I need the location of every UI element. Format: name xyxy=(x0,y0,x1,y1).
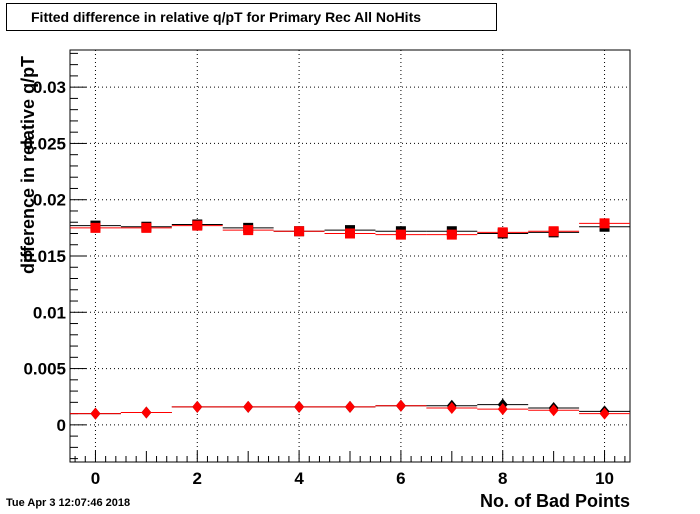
data-point xyxy=(345,400,355,413)
series-group xyxy=(70,218,630,420)
x-tick-label: 10 xyxy=(595,469,614,488)
data-point xyxy=(141,406,152,419)
y-tick-label: 0.03 xyxy=(33,78,66,97)
x-tick-label: 0 xyxy=(91,469,100,488)
data-point xyxy=(90,222,101,233)
data-point xyxy=(446,229,457,240)
series-3 xyxy=(70,399,630,420)
data-point xyxy=(599,218,610,229)
data-point xyxy=(192,400,203,413)
data-point xyxy=(243,400,254,413)
series-1 xyxy=(70,218,630,240)
data-point xyxy=(497,227,508,238)
timestamp: Tue Apr 3 12:07:46 2018 xyxy=(6,497,131,509)
y-tick-label: 0.005 xyxy=(23,360,66,379)
data-point xyxy=(395,399,406,412)
data-point xyxy=(345,228,355,239)
chart-title: Fitted difference in relative q/pT for P… xyxy=(6,3,497,31)
y-tick-label: 0.015 xyxy=(23,247,66,266)
x-tick-label: 8 xyxy=(498,469,507,488)
y-tick-labels: 0 0.005 0.01 0.015 0.02 0.025 0.03 xyxy=(23,78,66,435)
data-point xyxy=(90,407,101,420)
data-point xyxy=(548,404,559,417)
y-tick-label: 0.02 xyxy=(33,191,66,210)
data-point xyxy=(446,401,457,414)
data-point xyxy=(395,229,406,240)
data-point xyxy=(599,407,610,420)
y-axis-label: difference in relative q/pT xyxy=(18,55,38,274)
y-tick-label: 0.025 xyxy=(23,134,66,153)
data-point xyxy=(192,220,203,231)
y-tick-label: 0 xyxy=(57,416,66,435)
x-tick-label: 6 xyxy=(396,469,405,488)
x-axis-label: No. of Bad Points xyxy=(480,491,630,511)
data-point xyxy=(548,226,559,237)
grid xyxy=(70,50,630,462)
data-point xyxy=(243,225,254,236)
data-point xyxy=(141,222,152,233)
x-tick-label: 2 xyxy=(193,469,202,488)
y-tick-label: 0.01 xyxy=(33,303,66,322)
x-tick-labels: 0 2 4 6 8 10 xyxy=(91,469,614,488)
data-point xyxy=(497,403,508,416)
x-tick-label: 4 xyxy=(294,469,304,488)
data-point xyxy=(294,400,305,413)
axis-ticks xyxy=(70,52,626,462)
data-point xyxy=(294,226,305,237)
